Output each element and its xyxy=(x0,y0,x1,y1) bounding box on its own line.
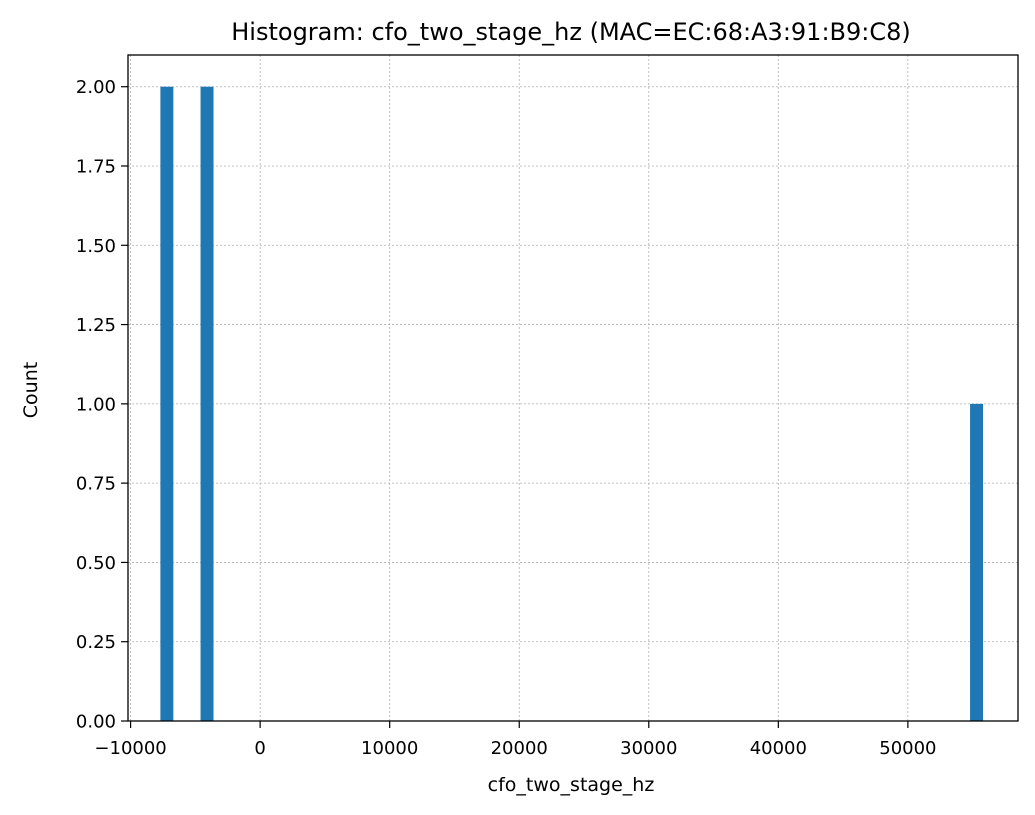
histogram-bar xyxy=(970,403,984,721)
x-tick-label: 10000 xyxy=(361,738,418,759)
y-tick-label: 1.25 xyxy=(76,315,116,336)
y-tick-label: 0.75 xyxy=(76,474,116,495)
bars xyxy=(160,86,984,721)
x-tick-label: 20000 xyxy=(491,738,548,759)
chart-title: Histogram: cfo_two_stage_hz (MAC=EC:68:A… xyxy=(231,18,911,46)
y-tick-label: 0.00 xyxy=(76,712,116,733)
y-tick-label: 1.50 xyxy=(76,236,116,257)
y-tick-label: 1.00 xyxy=(76,394,116,415)
plot-frame xyxy=(127,54,1019,722)
y-tick-label: 1.75 xyxy=(76,157,116,178)
x-tick-label: 40000 xyxy=(750,738,807,759)
histogram-bar xyxy=(200,86,214,721)
y-tick-label: 0.25 xyxy=(76,632,116,653)
x-tick-label: 30000 xyxy=(620,738,677,759)
y-tick-label: 0.50 xyxy=(76,553,116,574)
histogram-bar xyxy=(160,86,174,721)
y-tick-label: 2.00 xyxy=(76,77,116,98)
y-axis-ticks: 0.00 0.25 0.50 0.75 1.00 1.25 1.50 1.75 2.00 xyxy=(76,77,128,733)
grid-lines xyxy=(128,55,1018,722)
x-tick-label: −10000 xyxy=(94,738,166,759)
x-tick-label: 50000 xyxy=(879,738,936,759)
x-tick-label: 0 xyxy=(254,738,265,759)
x-axis-ticks: −10000 0 10000 20000 30000 40000 50000 xyxy=(94,721,937,759)
x-axis-label: cfo_two_stage_hz xyxy=(488,774,655,796)
y-axis-label: Count xyxy=(20,362,42,418)
